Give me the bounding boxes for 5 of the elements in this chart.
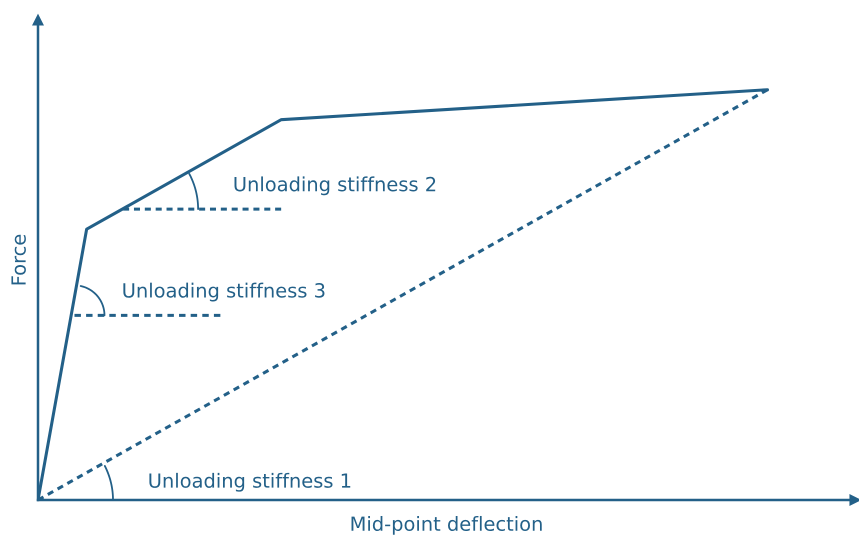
annotation: Unloading stiffness 3 bbox=[123, 282, 324, 302]
annotation: Unloading stiffness 2 bbox=[234, 176, 436, 196]
y-axis-title: Force bbox=[11, 234, 26, 284]
annotation: Unloading stiffness 1 bbox=[149, 472, 350, 492]
x-axis-title: Mid-point deflection bbox=[352, 516, 542, 535]
